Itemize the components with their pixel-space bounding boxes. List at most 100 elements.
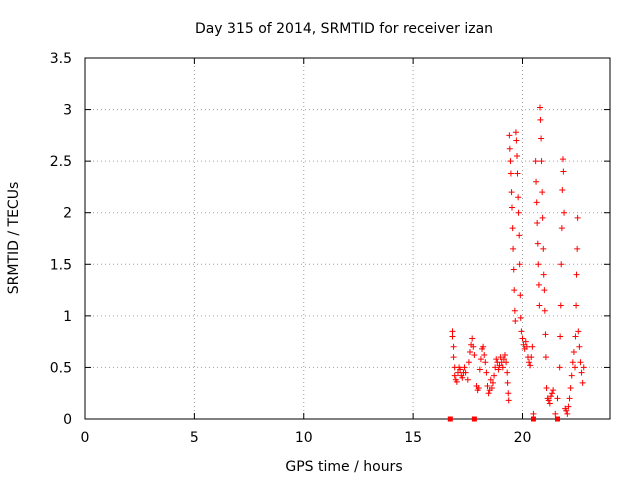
data-point-square [471,416,477,422]
data-point [467,348,473,355]
data-point [558,261,565,268]
data-point [572,333,579,340]
data-point [547,393,554,400]
data-point [535,261,542,268]
data-point [453,378,460,385]
data-point [470,343,477,350]
data-point [510,245,517,252]
data-point [573,302,580,309]
data-point [449,328,456,335]
data-point [454,369,461,376]
data-point [480,343,487,350]
tick-layer: 0 5 10 15 20 0 0.5 1 1.5 2 2.5 3 3.5 [50,51,610,446]
data-point [530,410,537,417]
data-point [533,178,540,185]
data-point [523,343,530,350]
data-point [504,369,511,376]
data-point [475,385,482,392]
data-point [499,364,506,371]
data-point [537,104,543,111]
data-point [540,271,547,278]
data-point [577,359,584,366]
x-tick-label: 5 [190,430,199,446]
data-point [559,187,566,194]
data-point [495,366,502,373]
data-point [489,379,496,386]
data-point [535,281,542,288]
x-tick-label: 0 [81,430,90,446]
data-point [534,240,541,247]
data-point [572,364,578,371]
data-point [570,348,577,355]
data-point [550,387,557,394]
data-point-square [447,416,453,422]
y-tick-label: 1.5 [50,257,72,273]
data-point [484,382,491,389]
data-point [532,158,539,165]
data-point [517,292,524,299]
data-point [469,335,476,342]
data-point [567,385,574,392]
data-point [516,261,523,268]
data-point [507,158,514,165]
data-point [533,199,540,206]
data-point [522,338,529,345]
data-point [579,379,586,386]
data-point [503,359,510,366]
data-point [511,287,518,294]
data-point [459,374,466,381]
data-point [465,359,472,366]
y-tick-label: 1 [63,309,72,325]
data-point [541,307,548,314]
data-point [476,366,483,373]
data-point [487,376,494,383]
data-point [471,352,478,359]
data-point [542,331,549,338]
data-point [451,372,458,379]
mark-layer [447,104,587,422]
data-point [513,137,520,144]
data-point [457,366,464,373]
data-point [565,403,572,410]
data-point [517,314,524,321]
data-point [512,129,519,136]
y-tick-label: 0 [63,412,72,428]
data-point [540,245,547,252]
data-point [464,376,471,383]
data-point [506,132,513,139]
plot-frame [84,57,611,420]
y-tick-label: 3 [63,103,72,119]
data-point [538,135,545,142]
data-point [549,390,556,397]
data-point [575,328,582,335]
x-tick-label: 10 [295,430,313,446]
data-point [485,390,492,397]
data-point [542,354,549,361]
y-tick-label: 2 [63,206,72,222]
data-point-square [530,416,536,422]
data-point [449,333,456,340]
chart-title: Day 315 of 2014, SRMTID for receiver iza… [195,21,493,37]
data-point [543,385,550,392]
data-point [557,333,564,340]
data-point [482,359,489,366]
data-point [528,354,535,361]
data-point [492,364,499,371]
data-point [496,362,503,369]
data-point [574,214,581,221]
data-point [526,359,533,366]
data-point [497,354,504,361]
data-point [537,116,544,123]
data-point [505,390,512,397]
data-point [515,194,522,201]
data-point [506,145,513,152]
x-tick-label: 20 [514,430,532,446]
data-point [563,407,570,414]
data-point [508,189,515,196]
data-point [488,385,495,392]
data-point [509,204,515,211]
data-point [552,410,559,417]
data-point [564,410,571,417]
data-point [529,343,536,350]
